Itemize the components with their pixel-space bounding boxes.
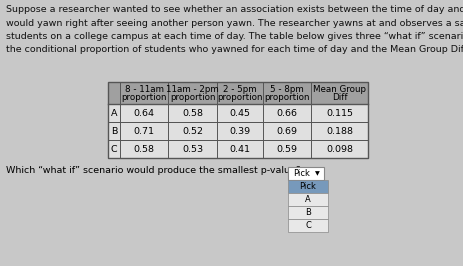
- Text: Mean Group: Mean Group: [313, 85, 365, 94]
- Text: Diff: Diff: [331, 93, 346, 102]
- Bar: [108, 104, 367, 122]
- Text: 0.52: 0.52: [181, 127, 203, 135]
- Text: 0.66: 0.66: [275, 109, 297, 118]
- Text: 0.58: 0.58: [133, 144, 154, 153]
- Text: proportion: proportion: [169, 93, 215, 102]
- Text: 0.69: 0.69: [275, 127, 297, 135]
- Bar: [108, 82, 120, 104]
- Text: students on a college campus at each time of day. The table below gives three “w: students on a college campus at each tim…: [6, 32, 463, 41]
- Text: 2 - 5pm: 2 - 5pm: [222, 85, 256, 94]
- Text: A: A: [111, 109, 117, 118]
- Text: B: B: [304, 208, 310, 217]
- Text: C: C: [111, 144, 117, 153]
- Text: 11am - 2pm: 11am - 2pm: [166, 85, 219, 94]
- Text: 0.53: 0.53: [181, 144, 203, 153]
- Bar: [288, 180, 327, 193]
- Text: Pick: Pick: [293, 169, 309, 178]
- Bar: [288, 167, 323, 180]
- Text: C: C: [304, 221, 310, 230]
- Text: 0.098: 0.098: [325, 144, 352, 153]
- Text: 0.64: 0.64: [133, 109, 154, 118]
- Text: 0.58: 0.58: [181, 109, 203, 118]
- Text: Pick: Pick: [299, 182, 316, 191]
- Bar: [288, 206, 327, 219]
- Text: A: A: [305, 195, 310, 204]
- Text: 0.41: 0.41: [229, 144, 250, 153]
- Bar: [288, 219, 327, 232]
- Bar: [108, 82, 367, 158]
- Text: proportion: proportion: [216, 93, 262, 102]
- Bar: [288, 193, 327, 206]
- Text: Which “what if” scenario would produce the smallest p-value?: Which “what if” scenario would produce t…: [6, 166, 300, 175]
- Text: 0.45: 0.45: [229, 109, 250, 118]
- Text: proportion: proportion: [121, 93, 167, 102]
- Text: the conditional proportion of students who yawned for each time of day and the M: the conditional proportion of students w…: [6, 45, 463, 55]
- Text: B: B: [111, 127, 117, 135]
- Bar: [108, 82, 367, 104]
- Text: 8 - 11am: 8 - 11am: [125, 85, 163, 94]
- Text: proportion: proportion: [263, 93, 309, 102]
- Bar: [108, 122, 367, 140]
- Text: would yawn right after seeing another person yawn. The researcher yawns at and o: would yawn right after seeing another pe…: [6, 19, 463, 27]
- Text: Suppose a researcher wanted to see whether an association exists between the tim: Suppose a researcher wanted to see wheth…: [6, 5, 463, 14]
- Text: 5 - 8pm: 5 - 8pm: [269, 85, 303, 94]
- Text: 0.59: 0.59: [275, 144, 297, 153]
- Text: 0.39: 0.39: [229, 127, 250, 135]
- Text: 0.188: 0.188: [325, 127, 352, 135]
- Text: ▼: ▼: [314, 171, 319, 176]
- Text: 0.115: 0.115: [325, 109, 352, 118]
- Bar: [108, 140, 367, 158]
- Text: 0.71: 0.71: [133, 127, 154, 135]
